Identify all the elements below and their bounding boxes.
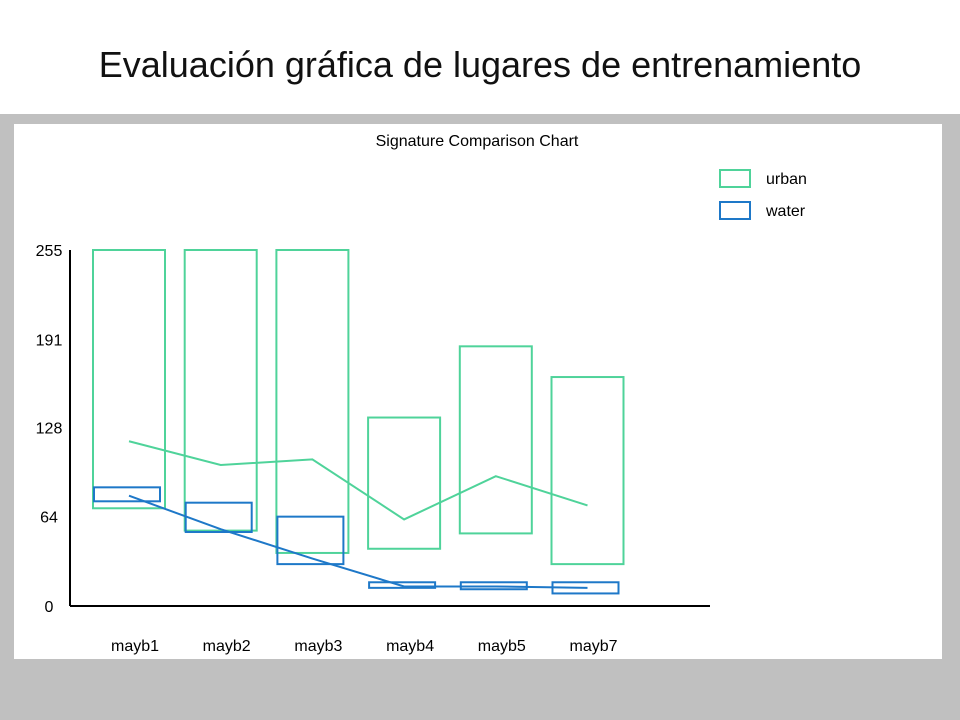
slide-title: Evaluación gráfica de lugares de entrena… xyxy=(98,44,862,85)
y-tick-label: 191 xyxy=(36,332,63,349)
range-boxes xyxy=(92,249,625,595)
mean-lines xyxy=(128,440,588,589)
y-tick-label: 64 xyxy=(40,510,58,527)
x-tick-labels: mayb1 mayb2 mayb3 mayb4 mayb5 mayb7 xyxy=(111,638,618,655)
x-tick-label: mayb3 xyxy=(294,638,342,655)
x-tick-label: mayb5 xyxy=(478,638,526,655)
x-tick-label: mayb2 xyxy=(203,638,251,655)
urban-range-box xyxy=(458,345,533,535)
chart-title: Signature Comparison Chart xyxy=(376,133,579,150)
water-range-box xyxy=(368,581,437,589)
y-tick-label: 0 xyxy=(45,599,54,616)
x-tick-label: mayb1 xyxy=(111,638,159,655)
legend-label-urban: urban xyxy=(766,171,807,188)
urban-range-box xyxy=(92,249,166,510)
urban-range-box xyxy=(367,416,442,550)
water-range-box xyxy=(276,515,345,566)
legend-swatch-water xyxy=(719,201,751,220)
y-tick-label: 128 xyxy=(36,420,63,437)
urban-range-box xyxy=(183,249,258,532)
urban-range-box xyxy=(275,249,350,554)
chart-axes xyxy=(69,250,710,607)
urban-mean-line xyxy=(128,440,588,521)
x-tick-label: mayb4 xyxy=(386,638,434,655)
signature-comparison-chart: Signature Comparison Chart urban water 25… xyxy=(36,133,807,655)
y-tick-label: 255 xyxy=(36,243,63,260)
x-tick-label: mayb7 xyxy=(569,638,617,655)
legend-swatch-urban xyxy=(719,169,751,188)
chart-legend: urban water xyxy=(719,169,807,220)
legend-label-water: water xyxy=(765,203,806,220)
water-mean-line xyxy=(128,494,588,589)
y-tick-labels: 255 191 128 64 0 xyxy=(36,243,63,616)
chart-window: Signature Comparison Chart urban water 25… xyxy=(14,124,942,659)
water-range-box xyxy=(93,486,161,503)
urban-range-box xyxy=(550,376,625,566)
